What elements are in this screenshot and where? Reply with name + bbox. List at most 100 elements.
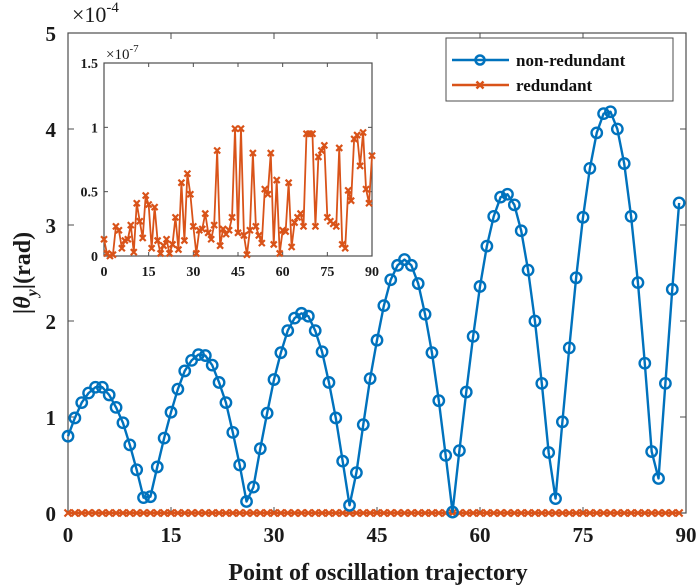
y-axis-title: |θy|(rad) — [10, 232, 41, 314]
redundant-point — [338, 508, 347, 518]
redundant-point — [613, 508, 622, 518]
non-redundant-point — [89, 380, 102, 394]
redundant-point — [194, 508, 203, 518]
inset-redundant-point — [275, 249, 284, 258]
inset-redundant-point — [308, 129, 317, 138]
legend-label-redundant: redundant — [516, 76, 593, 95]
non-redundant-point — [590, 126, 604, 140]
redundant-point — [276, 508, 286, 518]
inset-redundant-point — [341, 244, 349, 253]
non-redundant-point — [404, 258, 418, 272]
y-tick-label: 0.5 — [81, 186, 99, 201]
inset-redundant-point — [201, 209, 210, 218]
svg-text:|θy|(rad): |θy|(rad) — [10, 232, 41, 314]
inset-redundant-point — [368, 151, 376, 160]
redundant-point — [104, 508, 114, 518]
redundant-point — [249, 508, 258, 518]
redundant-point — [551, 508, 560, 518]
redundant-point — [331, 508, 341, 518]
x-tick-label: 0 — [101, 265, 108, 280]
redundant-point — [516, 508, 526, 518]
legend-entry-redundant[interactable]: redundant — [452, 76, 593, 95]
non-redundant-point — [329, 411, 343, 425]
inset-redundant-point — [189, 222, 198, 231]
inset-redundant-point — [186, 190, 195, 199]
y-axis-title-prefix: | — [10, 309, 36, 314]
non-redundant-point — [432, 394, 446, 408]
non-redundant-point — [659, 376, 672, 390]
x-tick-label: 0 — [63, 523, 74, 547]
non-redundant-point — [356, 418, 370, 432]
non-redundant-point — [246, 480, 260, 494]
non-redundant-point — [370, 333, 384, 347]
redundant-point — [578, 508, 588, 518]
inset-redundant-point — [192, 249, 201, 258]
inset-redundant-point — [109, 250, 117, 259]
redundant-point — [221, 508, 231, 518]
inset-redundant-point — [284, 178, 293, 187]
non-redundant-point — [556, 415, 569, 429]
legend-entry-non-redundant[interactable]: non-redundant — [452, 51, 626, 70]
x-tick-label: 45 — [231, 265, 245, 280]
non-redundant-point — [466, 329, 480, 343]
non-redundant-point — [301, 309, 315, 323]
inset-redundant-point — [272, 176, 281, 184]
non-redundant-point — [137, 491, 150, 505]
x-tick-label: 75 — [320, 265, 334, 280]
redundant-point — [201, 508, 210, 518]
inset-redundant-point — [258, 239, 266, 247]
y-tick-label: 2 — [46, 310, 57, 334]
inset-redundant-point — [216, 241, 224, 250]
redundant-point — [386, 508, 396, 518]
non-redundant-point — [164, 405, 178, 419]
non-redundant-point — [418, 307, 432, 321]
main-y-exponent: ×10-4 — [72, 0, 119, 27]
legend-box — [445, 37, 674, 102]
inset-redundant-point — [237, 124, 245, 133]
non-redundant-point — [260, 406, 274, 420]
y-tick-label: 1 — [46, 406, 57, 430]
inset-redundant-point — [228, 213, 236, 222]
non-redundant-point — [624, 209, 638, 223]
redundant-point — [667, 508, 677, 518]
redundant-point — [571, 508, 581, 518]
non-redundant-point — [102, 388, 116, 402]
inset-redundant-point — [266, 149, 275, 157]
inset-y-exponent: ×10-7 — [106, 43, 139, 63]
redundant-point — [654, 508, 663, 518]
non-redundant-point — [198, 349, 212, 362]
inset-redundant-point — [290, 218, 299, 227]
inset-redundant-point — [159, 241, 168, 250]
redundant-point — [187, 508, 196, 518]
inset-redundant-point — [174, 245, 183, 254]
inset-redundant-point — [141, 191, 150, 200]
non-redundant-point — [535, 376, 549, 390]
redundant-point — [647, 508, 656, 518]
non-redundant-point — [240, 495, 253, 508]
redundant-point — [558, 508, 567, 518]
legend-marker-circle-icon — [474, 54, 486, 66]
y-tick-label: 1 — [91, 121, 98, 136]
y-tick-label: 5 — [46, 22, 57, 46]
non-redundant-point — [336, 454, 350, 468]
non-redundant-point — [343, 498, 356, 512]
inset-redundant-point — [243, 250, 251, 259]
non-redundant-point — [411, 277, 425, 290]
inset-redundant-point — [138, 234, 147, 242]
x-tick-label: 75 — [573, 523, 594, 547]
redundant-point — [173, 508, 183, 518]
inset-redundant-point — [240, 231, 248, 240]
redundant-point — [297, 508, 306, 518]
inset-redundant-point — [100, 235, 108, 244]
inset-redundant-point — [255, 231, 263, 240]
redundant-point — [180, 508, 190, 518]
redundant-point — [111, 508, 121, 518]
y-tick-label: 4 — [46, 118, 57, 142]
redundant-point — [269, 508, 279, 518]
non-redundant-point — [295, 306, 308, 320]
non-redundant-point — [253, 442, 267, 456]
redundant-point — [461, 508, 471, 518]
non-redundant-point — [363, 372, 377, 385]
non-redundant-point — [233, 458, 247, 472]
redundant-point — [633, 508, 643, 518]
